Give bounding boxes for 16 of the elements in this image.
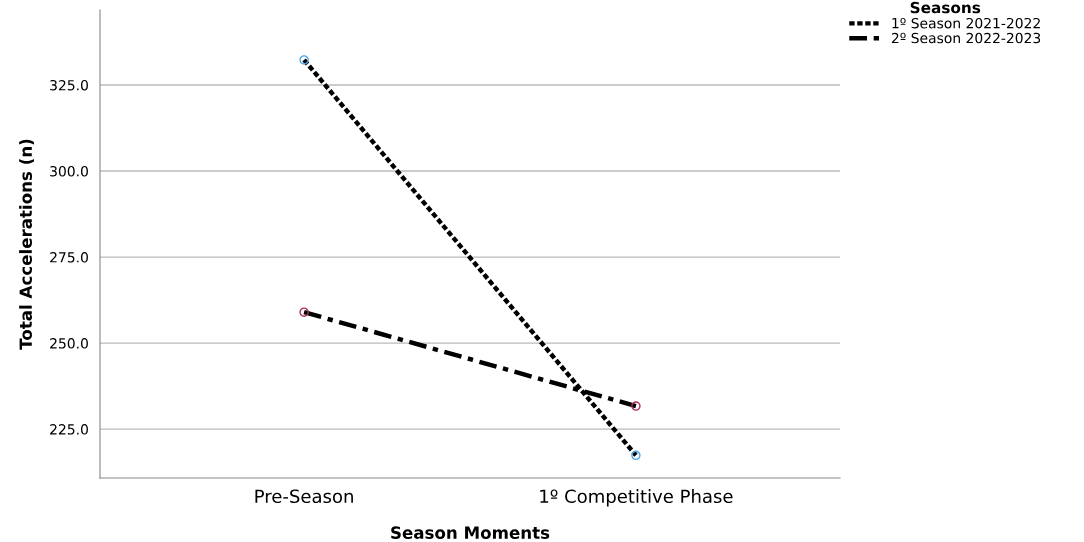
point — [299, 55, 309, 65]
point — [631, 401, 641, 411]
y-tick-label: 250.0 — [50, 338, 88, 349]
x-tick-label: Pre-Season — [255, 489, 353, 504]
y-tick-label: 225.0 — [50, 424, 88, 435]
y-tick-label: 325.0 — [50, 79, 88, 91]
x-axis-title: Season Moments — [391, 526, 550, 539]
point — [631, 450, 641, 461]
y-axis-title: Total Accelerations (n) — [19, 139, 34, 350]
legend-label: 2º Season 2022-2023 — [891, 32, 1041, 44]
legend-title: Seasons — [910, 1, 981, 14]
y-tick-label: 300.0 — [50, 166, 88, 177]
point — [299, 307, 309, 317]
y-tick-label: 275.0 — [50, 252, 88, 263]
legend-label: 1º Season 2021-2022 — [892, 17, 1040, 29]
x-tick-label: 1º Competitive Phase — [540, 489, 733, 507]
